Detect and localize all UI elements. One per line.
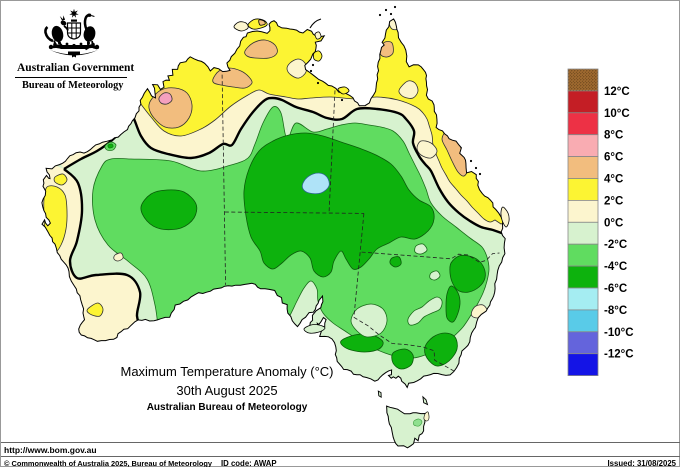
- svg-text:-2°C: -2°C: [604, 239, 627, 251]
- svg-text:-12°C: -12°C: [604, 349, 634, 361]
- svg-text:-10°C: -10°C: [604, 327, 634, 339]
- svg-text:-8°C: -8°C: [604, 305, 627, 317]
- svg-text:-4°C: -4°C: [604, 261, 627, 273]
- svg-text:10°C: 10°C: [604, 108, 630, 120]
- svg-text:-6°C: -6°C: [604, 283, 627, 295]
- svg-text:2°C: 2°C: [604, 195, 623, 207]
- svg-text:6°C: 6°C: [604, 152, 623, 164]
- svg-text:12°C: 12°C: [604, 86, 630, 98]
- svg-text:0°C: 0°C: [604, 217, 623, 229]
- svg-text:4°C: 4°C: [604, 174, 623, 186]
- svg-text:8°C: 8°C: [604, 130, 623, 142]
